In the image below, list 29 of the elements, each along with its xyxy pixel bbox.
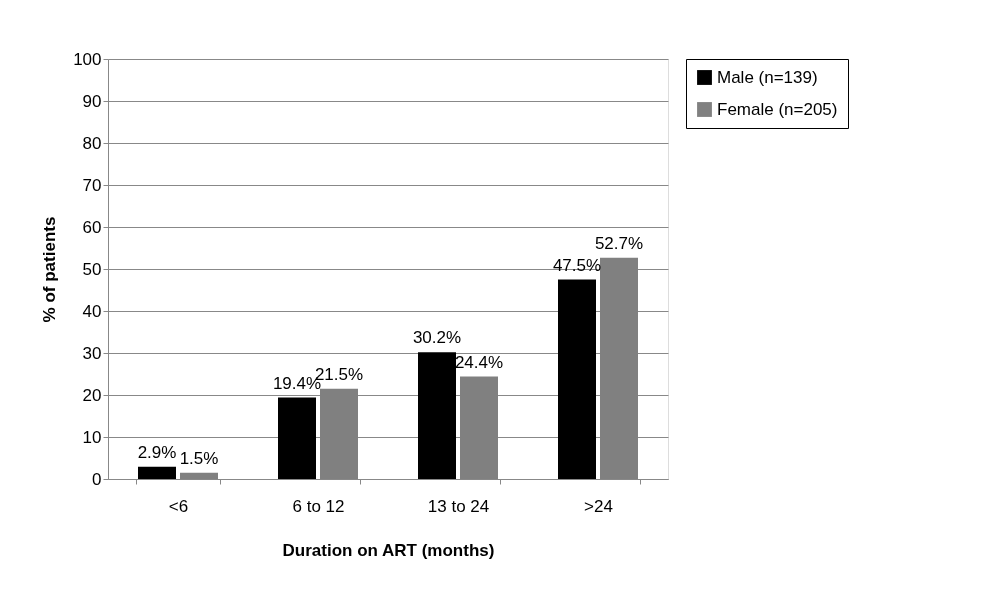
y-tick-label: 10 — [82, 427, 102, 447]
legend-label: Female (n=205) — [717, 99, 838, 119]
y-tick-label: 0 — [92, 469, 102, 489]
data-label: 30.2% — [412, 328, 462, 348]
x-tick-label: 13 to 24 — [427, 496, 490, 516]
y-axis-title: % of patients — [40, 216, 60, 323]
y-tick-label: 20 — [82, 385, 102, 405]
y-tick-label: 70 — [82, 175, 102, 195]
y-tick-label: 50 — [82, 259, 102, 279]
data-label: 1.5% — [179, 448, 219, 468]
x-tick-label: >24 — [584, 496, 613, 516]
bar — [418, 352, 456, 479]
data-label: 2.9% — [137, 442, 177, 462]
bar — [558, 279, 596, 479]
bar — [278, 397, 316, 479]
y-tick-label: 40 — [82, 301, 102, 321]
data-label: 24.4% — [454, 352, 504, 372]
y-tick-label: 90 — [82, 91, 102, 111]
y-tick-label: 100 — [73, 49, 102, 69]
x-axis-title: Duration on ART (months) — [282, 540, 495, 560]
y-tick-label: 60 — [82, 217, 102, 237]
y-tick-label: 80 — [82, 133, 102, 153]
legend-label: Male (n=139) — [717, 67, 818, 87]
x-tick-label: 6 to 12 — [292, 496, 345, 516]
data-label: 52.7% — [594, 233, 644, 253]
x-tick-label: <6 — [168, 496, 189, 516]
data-label: 47.5% — [552, 255, 602, 275]
y-tick-label: 30 — [82, 343, 102, 363]
bar — [138, 466, 176, 479]
